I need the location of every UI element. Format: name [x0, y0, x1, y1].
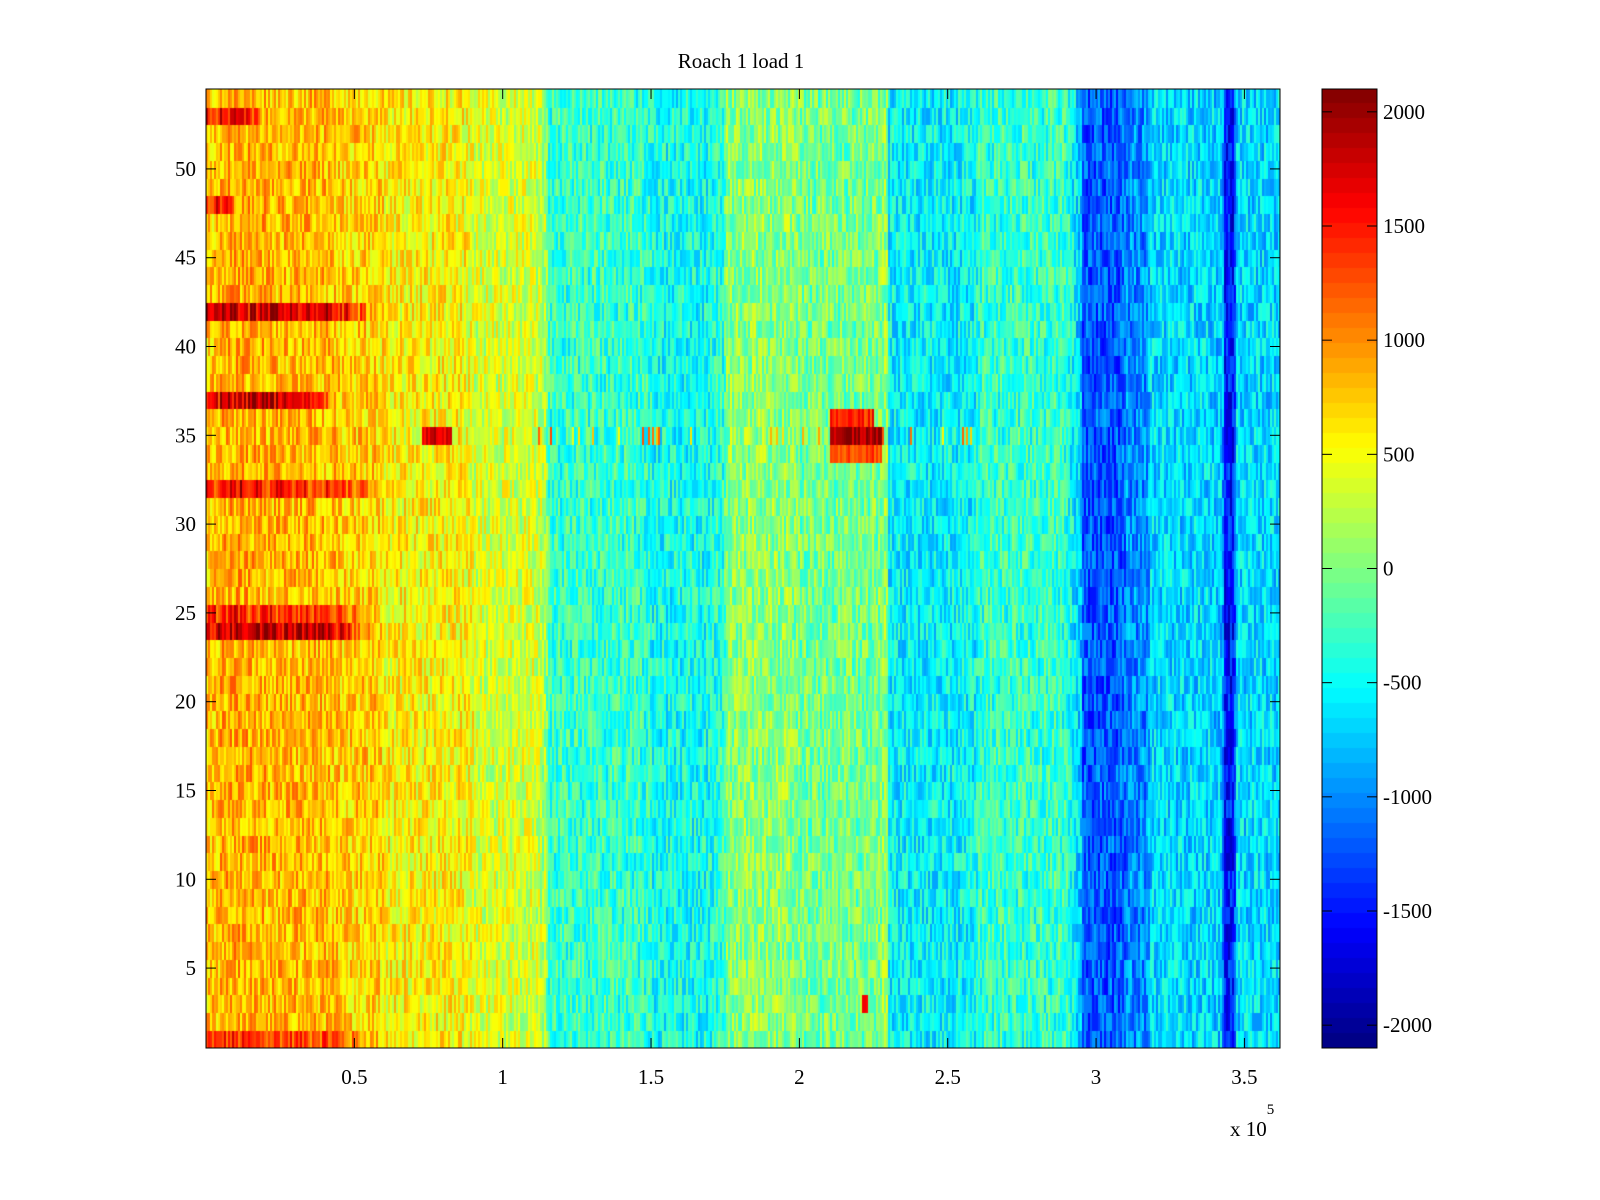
colorbar-tick-label: -2000 — [1383, 1013, 1432, 1037]
heatmap-image — [206, 89, 1280, 1048]
x-tick-label: 2 — [794, 1065, 805, 1089]
x-tick-label: 2.5 — [935, 1065, 961, 1089]
colorbar-tick-label: 1500 — [1383, 214, 1425, 238]
chart-title: Roach 1 load 1 — [678, 49, 805, 73]
y-tick-label: 50 — [175, 157, 196, 181]
colorbar-tick-label: -1000 — [1383, 785, 1432, 809]
y-tick-label: 20 — [175, 690, 196, 714]
y-tick-label: 45 — [175, 246, 196, 270]
plot-frame — [205, 88, 1281, 1049]
colorbar-tick-label: -1500 — [1383, 899, 1432, 923]
y-tick-label: 40 — [175, 335, 196, 359]
y-tick-label: 5 — [186, 956, 197, 980]
y-axis-ticks: 5 10 15 20 25 30 35 40 45 50 — [175, 157, 1280, 980]
colorbar-ticks: 2000 1500 1000 500 0 -500 -1000 -1500 -2000 — [1322, 100, 1432, 1037]
x-tick-label: 3 — [1091, 1065, 1102, 1089]
y-tick-label: 35 — [175, 423, 196, 447]
y-tick-label: 10 — [175, 867, 196, 891]
x-multiplier-exponent: 5 — [1267, 1102, 1275, 1118]
colorbar-tick-label: -500 — [1383, 671, 1422, 695]
x-tick-label: 1.5 — [638, 1065, 664, 1089]
x-axis-multiplier: x 105 — [1230, 1102, 1274, 1141]
y-tick-label: 25 — [175, 601, 196, 625]
x-tick-label: 0.5 — [341, 1065, 367, 1089]
x-tick-label: 1 — [497, 1065, 508, 1089]
colorbar-tick-label: 1000 — [1383, 328, 1425, 352]
colorbar-tick-label: 2000 — [1383, 100, 1425, 124]
x-multiplier-base: x 10 — [1230, 1117, 1267, 1141]
y-tick-label: 30 — [175, 512, 196, 536]
x-axis-ticks: 0.5 1 1.5 2 2.5 3 3.5 — [341, 89, 1258, 1089]
colorbar-tick-label: 0 — [1383, 557, 1394, 581]
x-tick-label: 3.5 — [1231, 1065, 1257, 1089]
y-tick-label: 15 — [175, 778, 196, 802]
colorbar-tick-label: 500 — [1383, 442, 1415, 466]
